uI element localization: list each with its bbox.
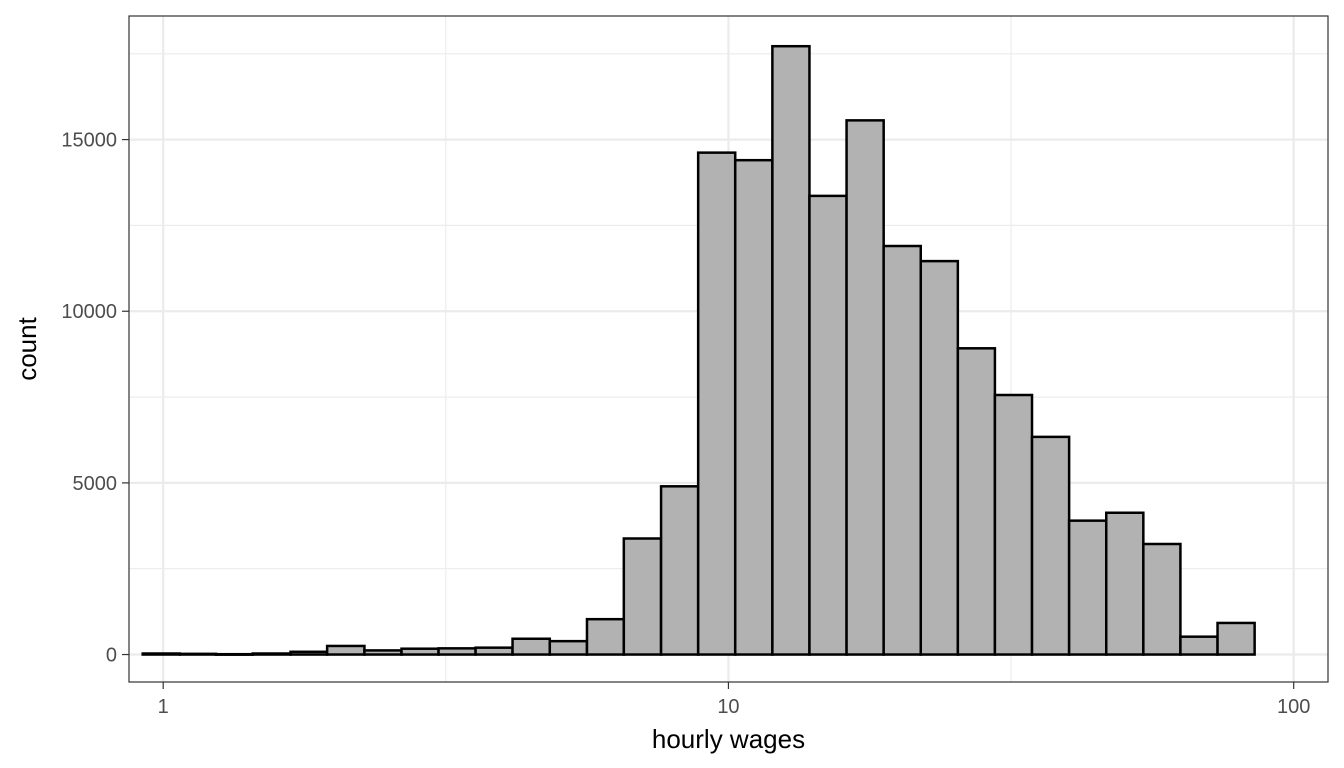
histogram-bar: [696, 151, 737, 656]
histogram-bar: [882, 244, 923, 656]
histogram-bar: [771, 44, 811, 656]
x-axis-ticks: 1 10 100: [158, 682, 1310, 718]
histogram-bar: [845, 119, 885, 656]
histogram-bar: [622, 537, 663, 656]
histogram-bar: [956, 347, 997, 656]
histogram-bar: [511, 637, 552, 656]
histogram-bar: [178, 652, 218, 656]
histogram-bar: [993, 393, 1034, 656]
histogram-bar: [363, 649, 403, 656]
histogram-bar: [437, 647, 477, 656]
x-tick-label: 10: [717, 696, 739, 718]
y-tick-label: 10000: [61, 301, 117, 323]
histogram-bar: [474, 646, 514, 656]
y-axis-ticks: 0 5000 10000 15000: [61, 130, 129, 667]
x-tick-label: 1: [158, 696, 169, 718]
y-tick-label: 15000: [61, 130, 117, 152]
histogram-bar: [1142, 542, 1182, 656]
histogram-bar: [1104, 511, 1145, 656]
histogram-bar: [1216, 621, 1256, 656]
histogram-bar: [289, 650, 329, 656]
y-tick-label: 0: [106, 645, 117, 667]
histogram-bar: [251, 652, 292, 656]
histogram-bar: [214, 652, 254, 656]
y-axis-title: count: [12, 316, 42, 380]
histogram-bar: [141, 652, 182, 656]
histogram-bar: [808, 194, 848, 656]
histogram-bar: [733, 158, 774, 656]
histogram-bar: [548, 639, 589, 656]
histogram-bar: [1067, 519, 1108, 656]
histogram-bar: [1179, 635, 1219, 656]
histogram-bars: [141, 44, 1256, 656]
histogram-bar: [325, 644, 366, 656]
histogram-bar: [585, 617, 626, 656]
x-tick-label: 100: [1277, 696, 1310, 718]
histogram-bar: [659, 485, 700, 656]
histogram-bar: [919, 259, 960, 656]
y-tick-label: 5000: [73, 473, 118, 495]
histogram-bar: [1030, 435, 1071, 656]
x-axis-title: hourly wages: [652, 724, 805, 754]
histogram-bar: [400, 647, 440, 656]
